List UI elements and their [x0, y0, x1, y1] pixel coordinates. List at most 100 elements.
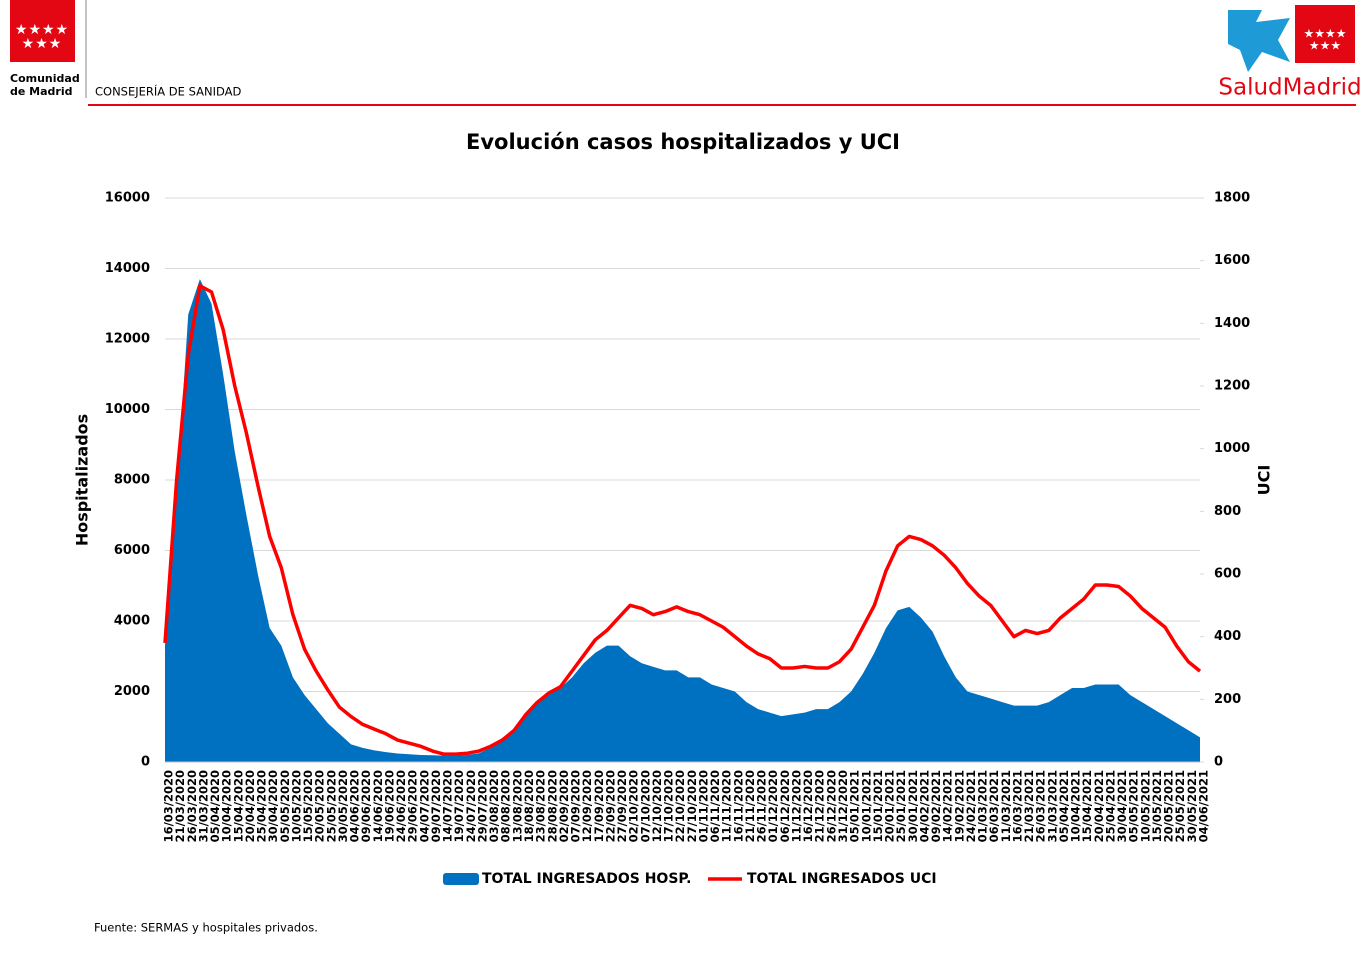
x-tick-label: 14/07/2020 [441, 770, 455, 842]
x-tick-label: 14/02/2021 [941, 770, 955, 842]
footer-source: Fuente: SERMAS y hospitales privados. [94, 921, 318, 935]
y2-tick-label: 1000 [1214, 441, 1250, 456]
y-tick-label: 4000 [114, 614, 150, 629]
x-tick-label: 05/05/2020 [278, 770, 292, 842]
x-tick-label: 09/06/2020 [359, 770, 373, 842]
x-tick-label: 21/03/2021 [1022, 770, 1036, 842]
x-tick-label: 10/04/2020 [220, 770, 234, 842]
y-tick-label: 12000 [105, 332, 150, 347]
x-tick-label: 15/05/2021 [1150, 770, 1164, 842]
x-tick-label: 05/01/2021 [848, 770, 862, 842]
x-tick-label: 13/08/2020 [510, 770, 524, 842]
y2-tick-label: 1600 [1214, 253, 1250, 268]
x-tick-label: 12/09/2020 [580, 770, 594, 842]
y-tick-label: 14000 [105, 261, 150, 276]
x-tick-label: 02/09/2020 [557, 770, 571, 842]
x-tick-label: 30/04/2020 [266, 770, 280, 842]
chart-title: Evolución casos hospitalizados y UCI [466, 130, 900, 154]
x-tick-label: 31/03/2021 [1045, 770, 1059, 842]
x-tick-label: 21/11/2020 [743, 770, 757, 842]
department: CONSEJERÍA DE SANIDAD [95, 84, 241, 99]
x-tick-label: 23/08/2020 [534, 770, 548, 842]
x-tick-label: 15/05/2020 [301, 770, 315, 842]
org-name: Comunidad [10, 72, 80, 85]
logo-stars: ★★★ [22, 36, 63, 52]
x-tick-label: 11/11/2020 [720, 770, 734, 842]
x-tick-label: 05/04/2021 [1057, 770, 1071, 842]
x-tick-label: 15/01/2021 [871, 770, 885, 842]
x-tick-label: 16/03/2020 [162, 770, 176, 842]
x-tick-label: 20/05/2021 [1162, 770, 1176, 842]
brand-name: SaludMadrid [1218, 75, 1361, 101]
x-tick-label: 16/12/2020 [801, 770, 815, 842]
x-tick-label: 15/04/2020 [231, 770, 245, 842]
x-tick-label: 16/03/2021 [1010, 770, 1024, 842]
x-tick-label: 05/04/2020 [208, 770, 222, 842]
x-tick-label: 25/04/2020 [255, 770, 269, 842]
plot: 0 2000 4000 6000 8000 10000 12000 14000 16000 0 20… [105, 191, 1250, 888]
x-tick-label: 14/06/2020 [371, 770, 385, 842]
y2-tick-label: 800 [1214, 504, 1241, 519]
x-tick-label: 27/09/2020 [615, 770, 629, 842]
hosp-area [165, 279, 1200, 762]
x-tick-label: 11/03/2021 [999, 770, 1013, 842]
x-tick-label: 20/04/2020 [243, 770, 257, 842]
x-tick-label: 10/05/2021 [1138, 770, 1152, 842]
x-tick-label: 10/01/2021 [859, 770, 873, 842]
org-name: de Madrid [10, 85, 72, 98]
x-tick-label: 17/10/2020 [662, 770, 676, 842]
x-tick-label: 29/07/2020 [475, 770, 489, 842]
x-tick-label: 10/04/2021 [1069, 770, 1083, 842]
x-tick-label: 04/06/2020 [348, 770, 362, 842]
x-tick-label: 06/12/2020 [778, 770, 792, 842]
y-tick-label: 2000 [114, 684, 150, 699]
y-tick-label: 10000 [105, 402, 150, 417]
y-tick-label: 16000 [105, 191, 150, 206]
brand-flag [1295, 5, 1355, 63]
x-tick-label: 07/09/2020 [569, 770, 583, 842]
uci-line [163, 283, 1202, 756]
y2-axis-title: UCI [1255, 465, 1274, 496]
x-tick-label: 04/02/2021 [917, 770, 931, 842]
x-tick-label: 31/12/2020 [836, 770, 850, 842]
x-tick-label: 24/07/2020 [464, 770, 478, 842]
x-tick-label: 15/04/2021 [1080, 770, 1094, 842]
x-tick-label: 04/06/2021 [1197, 770, 1211, 842]
x-tick-label: 30/05/2021 [1185, 770, 1199, 842]
x-tick-label: 11/12/2020 [789, 770, 803, 842]
x-tick-label: 27/10/2020 [685, 770, 699, 842]
x-tick-label: 25/05/2020 [324, 770, 338, 842]
x-tick-label: 22/10/2020 [673, 770, 687, 842]
x-tick-label: 25/01/2021 [894, 770, 908, 842]
x-tick-label: 06/11/2020 [708, 770, 722, 842]
brand-stars: ★★★★ [1303, 27, 1346, 41]
x-tick-label: 30/05/2020 [336, 770, 350, 842]
brand-icon [1228, 10, 1290, 72]
x-tick-label: 19/07/2020 [452, 770, 466, 842]
legend-label: TOTAL INGRESADOS HOSP. [482, 871, 691, 887]
x-tick-label: 30/04/2021 [1115, 770, 1129, 842]
legend-label: TOTAL INGRESADOS UCI [747, 871, 937, 887]
x-tick-label: 05/05/2021 [1127, 770, 1141, 842]
x-tick-label: 28/08/2020 [545, 770, 559, 842]
x-tick-label: 21/12/2020 [813, 770, 827, 842]
y-tick-label: 0 [141, 755, 150, 770]
x-tick-label: 03/08/2020 [487, 770, 501, 842]
x-tick-label: 29/06/2020 [406, 770, 420, 842]
x-tick-label: 26/12/2020 [824, 770, 838, 842]
y-axis-title: Hospitalizados [73, 414, 92, 546]
x-tick-label: 19/02/2021 [952, 770, 966, 842]
x-tick-label: 01/03/2021 [976, 770, 990, 842]
x-tick-label: 20/05/2020 [313, 770, 327, 842]
y2-tick-label: 1800 [1214, 191, 1250, 206]
x-tick-label: 01/11/2020 [696, 770, 710, 842]
logo-stars: ★★★★ [15, 22, 69, 38]
x-tick-label: 17/09/2020 [592, 770, 606, 842]
x-tick-label: 21/03/2020 [173, 770, 187, 842]
x-tick-label: 25/04/2021 [1103, 770, 1117, 842]
x-tick-label: 01/12/2020 [766, 770, 780, 842]
x-tick-label: 02/10/2020 [627, 770, 641, 842]
x-tick-label: 19/06/2020 [382, 770, 396, 842]
x-tick-label: 06/03/2021 [987, 770, 1001, 842]
